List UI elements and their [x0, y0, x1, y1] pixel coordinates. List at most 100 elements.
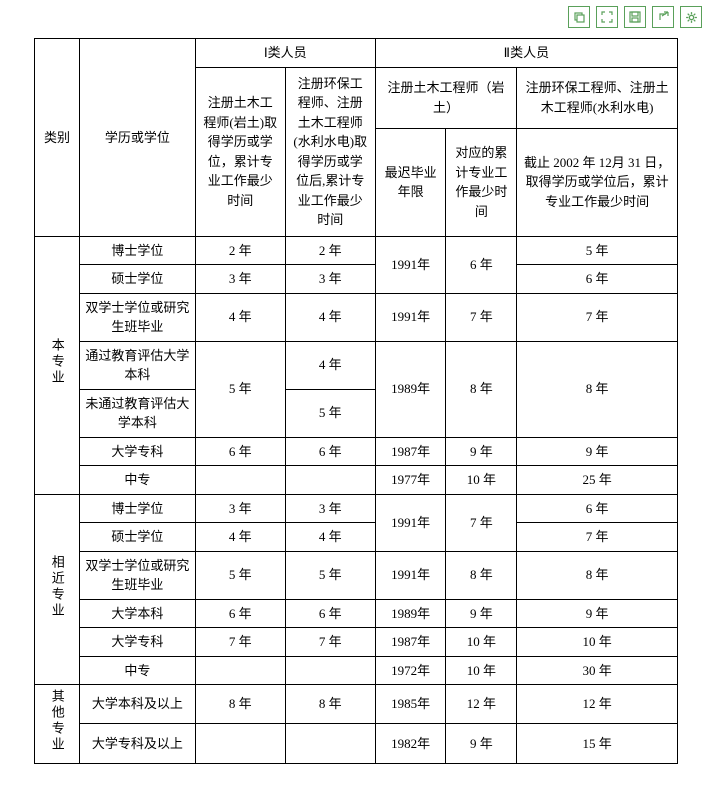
cell: 1985年	[375, 685, 446, 724]
edu-cell: 大学本科	[80, 599, 196, 628]
cell: 5 年	[285, 389, 375, 437]
cell: 10 年	[446, 656, 517, 685]
cell: 7 年	[517, 523, 678, 552]
cell: 1991年	[375, 236, 446, 293]
table-row: 大学本科 6 年 6 年 1989年 9 年 9 年	[35, 599, 678, 628]
cell: 6 年	[195, 437, 285, 466]
edu-cell: 中专	[80, 466, 196, 495]
cell: 4 年	[195, 523, 285, 552]
hdr-group1: Ⅰ类人员	[195, 39, 375, 68]
cell: 3 年	[195, 265, 285, 294]
edu-cell: 博士学位	[80, 494, 196, 523]
edu-cell: 通过教育评估大学本科	[80, 341, 196, 389]
cell: 6 年	[285, 599, 375, 628]
cell: 1989年	[375, 599, 446, 628]
edu-cell: 双学士学位或研究生班毕业	[80, 293, 196, 341]
hdr-g2a: 最迟毕业年限	[375, 128, 446, 236]
cell: 25 年	[517, 466, 678, 495]
cat-label: 相近专业	[47, 555, 67, 619]
cell: 7 年	[195, 628, 285, 657]
table-row: 硕士学位 3 年 3 年 6 年	[35, 265, 678, 294]
cell: 10 年	[446, 628, 517, 657]
edu-cell: 博士学位	[80, 236, 196, 265]
cat-label: 其他专业	[47, 689, 67, 753]
copy-icon[interactable]	[568, 6, 590, 28]
cell: 7 年	[446, 494, 517, 551]
table-row: 大学专科及以上 1982年 9 年 15 年	[35, 724, 678, 763]
cell: 9 年	[517, 599, 678, 628]
cell	[285, 656, 375, 685]
fullscreen-icon[interactable]	[596, 6, 618, 28]
cell: 7 年	[285, 628, 375, 657]
hdr-g2ctop: 注册环保工程师、注册土木工程师(水利水电)	[517, 67, 678, 128]
cell: 1972年	[375, 656, 446, 685]
cell: 8 年	[446, 341, 517, 437]
cell	[195, 656, 285, 685]
cell: 5 年	[517, 236, 678, 265]
cell: 1991年	[375, 551, 446, 599]
table-row: 本专业 博士学位 2 年 2 年 1991年 6 年 5 年	[35, 236, 678, 265]
cell: 1991年	[375, 293, 446, 341]
hdr-g1a: 注册土木工程师(岩土)取得学历或学位，累计专业工作最少时间	[195, 67, 285, 236]
cell: 6 年	[285, 437, 375, 466]
cell	[285, 466, 375, 495]
cat-label: 本专业	[47, 338, 67, 386]
cell: 12 年	[517, 685, 678, 724]
edu-cell: 大学本科及以上	[80, 685, 196, 724]
cell: 9 年	[446, 437, 517, 466]
save-icon[interactable]	[624, 6, 646, 28]
edu-cell: 硕士学位	[80, 265, 196, 294]
cell: 6 年	[517, 494, 678, 523]
cat-cell: 本专业	[35, 236, 80, 494]
cell: 6 年	[195, 599, 285, 628]
cell	[285, 724, 375, 763]
table-container: 类别 学历或学位 Ⅰ类人员 Ⅱ类人员 注册土木工程师(岩土)取得学历或学位，累计…	[0, 32, 712, 774]
cell: 8 年	[446, 551, 517, 599]
qualification-table: 类别 学历或学位 Ⅰ类人员 Ⅱ类人员 注册土木工程师(岩土)取得学历或学位，累计…	[34, 38, 678, 764]
hdr-g1b: 注册环保工程师、注册土木工程师(水利水电)取得学历或学位后,累计专业工作最少时间	[285, 67, 375, 236]
hdr-category: 类别	[35, 39, 80, 237]
hdr-group2: Ⅱ类人员	[375, 39, 677, 68]
cell: 3 年	[285, 265, 375, 294]
cell: 1989年	[375, 341, 446, 437]
cell: 10 年	[517, 628, 678, 657]
table-row: 类别 学历或学位 Ⅰ类人员 Ⅱ类人员	[35, 39, 678, 68]
hdr-education: 学历或学位	[80, 39, 196, 237]
table-row: 大学专科 7 年 7 年 1987年 10 年 10 年	[35, 628, 678, 657]
cell: 6 年	[517, 265, 678, 294]
cell: 7 年	[446, 293, 517, 341]
cell: 1977年	[375, 466, 446, 495]
cell	[195, 724, 285, 763]
hdr-g2b: 对应的累计专业工作最少时间	[446, 128, 517, 236]
table-row: 其他专业 大学本科及以上 8 年 8 年 1985年 12 年 12 年	[35, 685, 678, 724]
edu-cell: 中专	[80, 656, 196, 685]
settings-icon[interactable]	[680, 6, 702, 28]
cell: 8 年	[517, 551, 678, 599]
cell: 5 年	[195, 341, 285, 437]
cell	[195, 466, 285, 495]
cell: 9 年	[446, 599, 517, 628]
cell: 12 年	[446, 685, 517, 724]
edu-cell: 大学专科	[80, 437, 196, 466]
cell: 8 年	[517, 341, 678, 437]
table-row: 硕士学位 4 年 4 年 7 年	[35, 523, 678, 552]
cell: 7 年	[517, 293, 678, 341]
edu-cell: 未通过教育评估大学本科	[80, 389, 196, 437]
cell: 4 年	[195, 293, 285, 341]
cell: 10 年	[446, 466, 517, 495]
cat-cell: 相近专业	[35, 494, 80, 685]
cell: 6 年	[446, 236, 517, 293]
cell: 1991年	[375, 494, 446, 551]
cell: 1987年	[375, 437, 446, 466]
cell: 30 年	[517, 656, 678, 685]
cell: 2 年	[285, 236, 375, 265]
share-icon[interactable]	[652, 6, 674, 28]
edu-cell: 双学士学位或研究生班毕业	[80, 551, 196, 599]
cell: 3 年	[195, 494, 285, 523]
table-row: 相近专业 博士学位 3 年 3 年 1991年 7 年 6 年	[35, 494, 678, 523]
edu-cell: 大学专科及以上	[80, 724, 196, 763]
cell: 2 年	[195, 236, 285, 265]
cell: 1982年	[375, 724, 446, 763]
edu-cell: 大学专科	[80, 628, 196, 657]
cell: 4 年	[285, 523, 375, 552]
